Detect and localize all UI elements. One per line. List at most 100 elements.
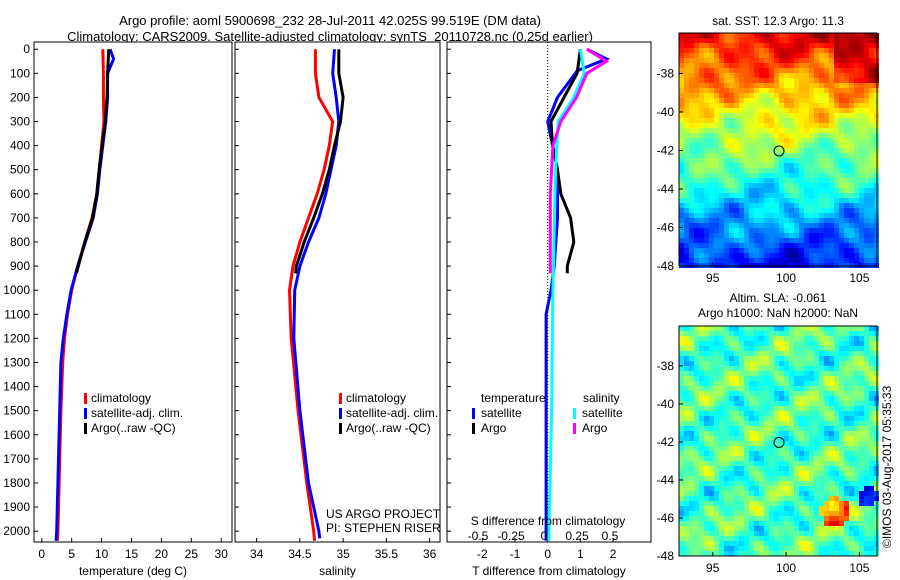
map-cell xyxy=(704,331,709,336)
map-cell xyxy=(749,526,754,531)
map-cell xyxy=(734,451,739,456)
map-cell xyxy=(739,63,744,68)
map-cell xyxy=(824,183,829,188)
map-cell xyxy=(714,143,719,148)
s-tick-label: 0 xyxy=(541,529,548,543)
map-cell xyxy=(774,456,779,461)
map-cell xyxy=(789,33,794,38)
map-cell xyxy=(719,346,724,351)
map-cell xyxy=(714,546,719,551)
map-cell xyxy=(689,416,694,421)
map-cell xyxy=(784,228,789,233)
map-cell xyxy=(819,501,824,506)
map-cell xyxy=(774,163,779,168)
map-cell xyxy=(709,43,714,48)
map-cell xyxy=(784,118,789,123)
map-cell xyxy=(859,178,864,183)
map-cell xyxy=(854,123,859,128)
map-cell xyxy=(779,341,784,346)
map-cell xyxy=(789,138,794,143)
map-cell xyxy=(829,371,834,376)
map-cell xyxy=(689,163,694,168)
map-cell xyxy=(714,213,719,218)
map-cell xyxy=(744,228,749,233)
map-cell xyxy=(794,546,799,551)
map-cell xyxy=(799,253,804,258)
map-cell xyxy=(689,253,694,258)
map-cell xyxy=(854,168,859,173)
map-cell xyxy=(729,118,734,123)
map-cell xyxy=(854,531,859,536)
map-cell xyxy=(784,436,789,441)
legend-swatch xyxy=(339,408,342,419)
map-cell xyxy=(749,88,754,93)
y-tick-label: 900 xyxy=(10,259,30,273)
map-cell xyxy=(859,258,864,263)
legend-swatch xyxy=(84,393,87,404)
map-cell xyxy=(699,351,704,356)
map-cell xyxy=(709,366,714,371)
map-cell xyxy=(809,461,814,466)
map-cell xyxy=(744,526,749,531)
map-cell xyxy=(824,491,829,496)
map-cell xyxy=(734,411,739,416)
map-cell xyxy=(704,118,709,123)
map-cell xyxy=(749,208,754,213)
map-cell xyxy=(814,386,819,391)
map-cell xyxy=(799,178,804,183)
map-cell xyxy=(759,411,764,416)
map-cell xyxy=(819,88,824,93)
map-cell xyxy=(834,178,839,183)
map-cell xyxy=(864,248,869,253)
map-cell xyxy=(844,113,849,118)
map-cell xyxy=(804,436,809,441)
map-cell xyxy=(814,98,819,103)
map-cell xyxy=(839,386,844,391)
map-cell xyxy=(809,511,814,516)
x-tick-label: 105 xyxy=(849,271,869,285)
map-cell xyxy=(784,138,789,143)
map-cell xyxy=(829,173,834,178)
map-cell xyxy=(759,421,764,426)
map-cell xyxy=(724,148,729,153)
map-cell xyxy=(704,113,709,118)
map-cell xyxy=(704,53,709,58)
map-cell xyxy=(799,371,804,376)
map-cell xyxy=(729,546,734,551)
map-cell xyxy=(694,83,699,88)
map-cell xyxy=(714,178,719,183)
map-cell xyxy=(699,233,704,238)
map-cell xyxy=(809,351,814,356)
map-cell xyxy=(694,38,699,43)
map-cell xyxy=(859,506,864,511)
map-cell xyxy=(824,356,829,361)
map-cell xyxy=(759,223,764,228)
map-cell xyxy=(849,123,854,128)
map-cell xyxy=(734,461,739,466)
map-cell xyxy=(849,341,854,346)
map-cell xyxy=(864,516,869,521)
map-cell xyxy=(794,173,799,178)
map-cell xyxy=(689,243,694,248)
map-cell xyxy=(869,421,874,426)
map-cell xyxy=(739,406,744,411)
map-cell xyxy=(719,103,724,108)
map-cell xyxy=(839,361,844,366)
map-cell xyxy=(769,218,774,223)
map-cell xyxy=(804,228,809,233)
map-cell xyxy=(714,193,719,198)
map-cell xyxy=(749,381,754,386)
map-cell xyxy=(719,376,724,381)
y-tick-label: -44 xyxy=(657,182,675,196)
map-cell xyxy=(704,193,709,198)
map-cell xyxy=(824,466,829,471)
map-cell xyxy=(724,481,729,486)
map-cell xyxy=(809,381,814,386)
map-cell xyxy=(769,108,774,113)
map-cell xyxy=(854,366,859,371)
map-cell xyxy=(794,258,799,263)
map-cell xyxy=(754,253,759,258)
map-cell xyxy=(849,218,854,223)
map-cell xyxy=(699,401,704,406)
sst-map-axes-box xyxy=(678,32,878,267)
